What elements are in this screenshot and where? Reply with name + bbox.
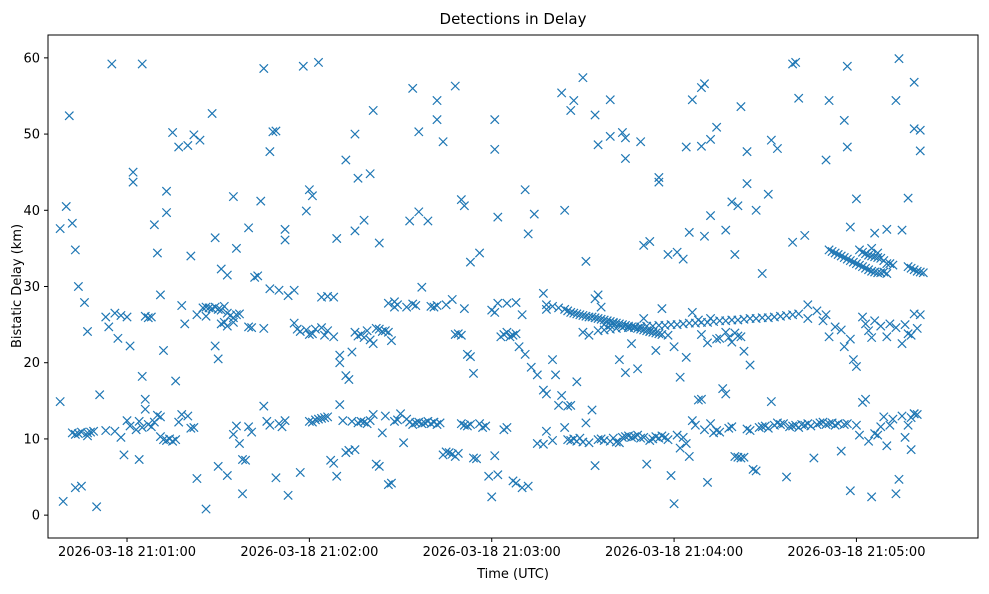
x-tick-label: 2026-03-18 21:02:00 bbox=[240, 545, 378, 560]
x-tick-label: 2026-03-18 21:01:00 bbox=[58, 545, 196, 560]
y-tick-label: 20 bbox=[23, 356, 40, 371]
y-tick-label: 50 bbox=[23, 128, 40, 143]
x-tick-label: 2026-03-18 21:03:00 bbox=[423, 545, 561, 560]
y-tick-label: 40 bbox=[23, 204, 40, 219]
y-axis-label: Bistatic Delay (km) bbox=[10, 224, 25, 348]
x-tick-label: 2026-03-18 21:05:00 bbox=[787, 545, 925, 560]
x-tick-label: 2026-03-18 21:04:00 bbox=[605, 545, 743, 560]
y-tick-label: 60 bbox=[23, 51, 40, 66]
x-axis-label: Time (UTC) bbox=[476, 567, 549, 582]
y-tick-label: 0 bbox=[32, 509, 40, 524]
chart-title: Detections in Delay bbox=[440, 10, 587, 28]
y-tick-label: 10 bbox=[23, 432, 40, 447]
y-tick-label: 30 bbox=[23, 280, 40, 295]
